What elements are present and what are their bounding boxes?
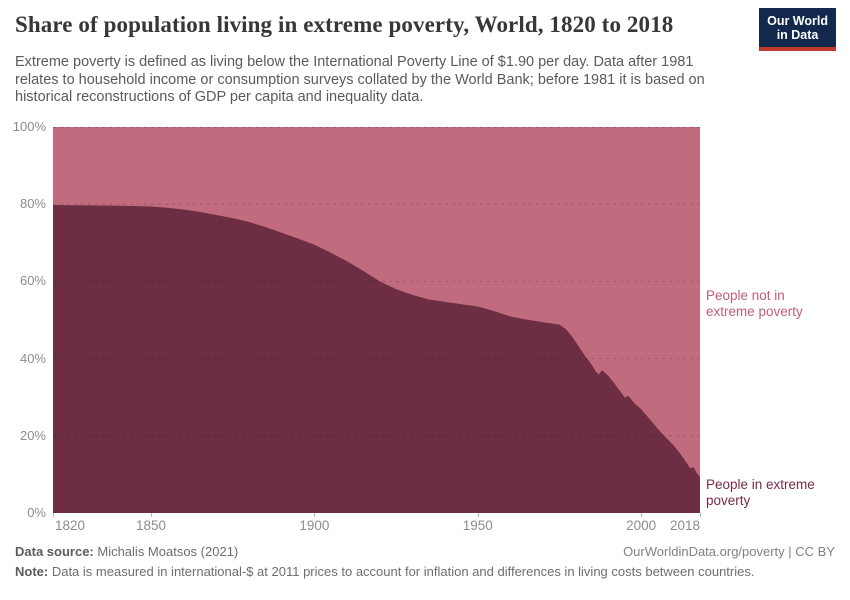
area-in-extreme-poverty: [53, 205, 700, 513]
series-label-in-extreme-poverty: People in extreme poverty: [706, 477, 815, 508]
note-text: Data is measured in international-$ at 2…: [48, 564, 755, 579]
x-tick-mark: [700, 513, 701, 517]
license-link[interactable]: OurWorldinData.org/poverty | CC BY: [623, 544, 835, 559]
x-tick-mark: [477, 513, 479, 517]
plot-area[interactable]: [53, 127, 700, 513]
x-tick-mark: [53, 513, 54, 517]
x-tick-label: 1850: [135, 518, 167, 533]
data-source-text: Michalis Moatsos (2021): [93, 544, 239, 559]
y-tick-label: 100%: [12, 119, 46, 134]
x-tick-mark: [314, 513, 316, 517]
chart-footer: Data source: Michalis Moatsos (2021) Our…: [15, 544, 835, 579]
x-tick-label: 1820: [55, 518, 86, 533]
note-label: Note:: [15, 564, 49, 579]
series-label-not-in-extreme-poverty: People not in extreme poverty: [706, 288, 803, 319]
x-tick-label: 1900: [299, 518, 330, 533]
x-tick-label: 2018: [669, 518, 700, 533]
owid-logo[interactable]: Our World in Data: [759, 8, 836, 51]
y-tick-label: 40%: [19, 350, 46, 366]
chart-subtitle: Extreme poverty is defined as living bel…: [15, 54, 705, 105]
data-source: Data source: Michalis Moatsos (2021): [15, 544, 238, 559]
gridlines: [53, 127, 700, 437]
logo-line1: Our World: [767, 14, 828, 28]
logo-line2: in Data: [776, 28, 819, 42]
x-tick-label: 1950: [462, 518, 493, 533]
x-tick-mark: [641, 513, 643, 517]
y-tick-label: 20%: [19, 427, 46, 443]
x-tick-label: 2000: [626, 518, 657, 533]
y-tick-label: 60%: [19, 273, 46, 289]
y-tick-label: 80%: [19, 196, 46, 212]
y-tick-label: 0%: [27, 505, 46, 520]
chart-title: Share of population living in extreme po…: [15, 12, 674, 37]
stacked-area-chart[interactable]: [53, 127, 700, 513]
data-source-label: Data source:: [15, 544, 94, 559]
note: Note: Data is measured in international-…: [15, 564, 835, 579]
x-tick-mark: [151, 513, 153, 517]
